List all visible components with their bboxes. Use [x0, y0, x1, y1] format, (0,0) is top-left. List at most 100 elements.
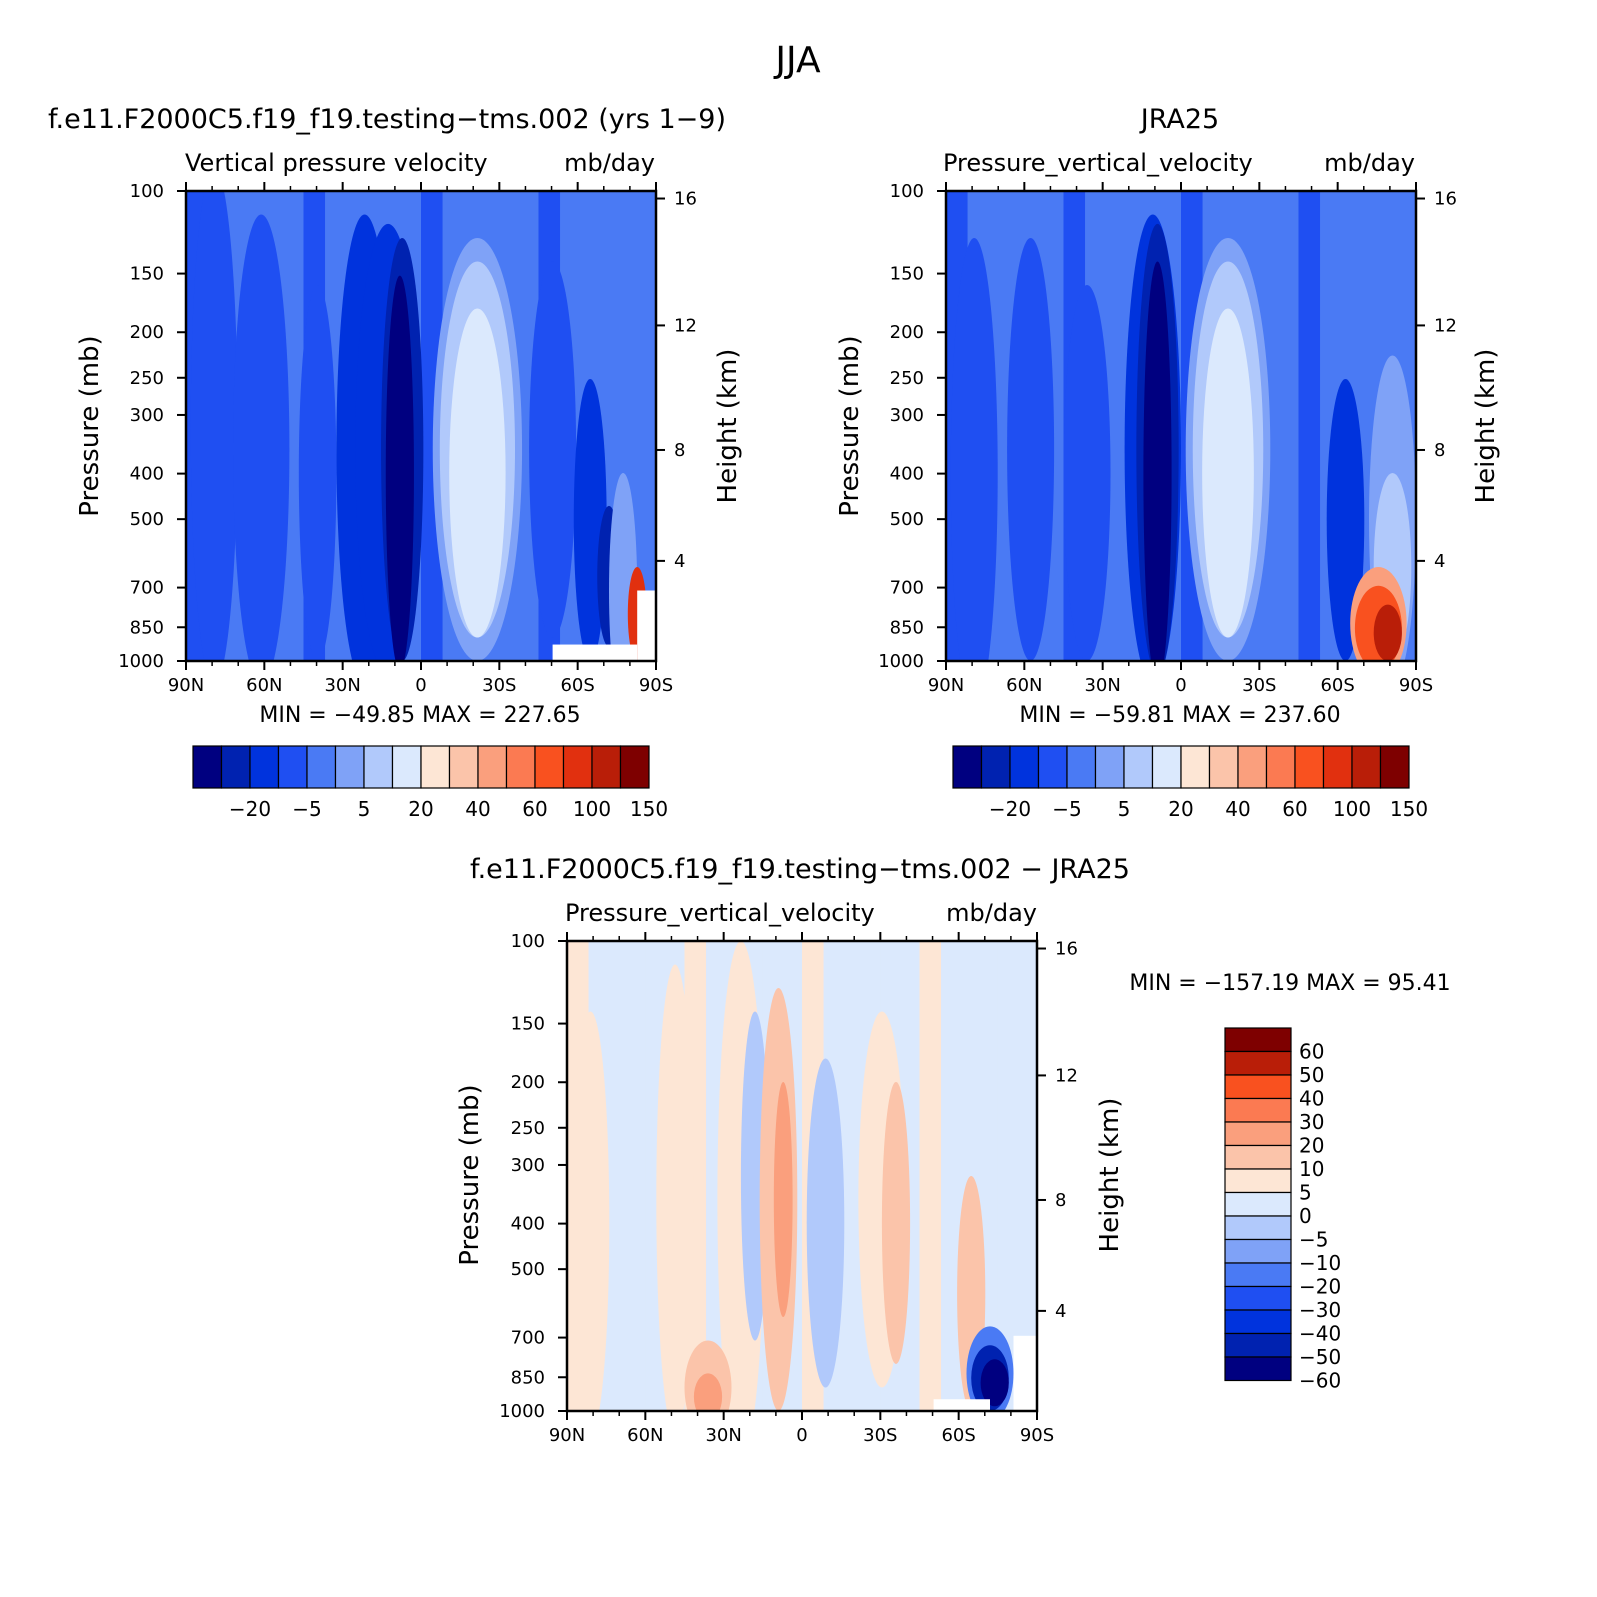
y-tick-label: 250 — [890, 368, 924, 389]
colorbar-label: 100 — [573, 797, 611, 821]
x-tick-label: 90S — [1020, 1425, 1054, 1446]
field-contour — [571, 1011, 610, 1411]
colorbar-box — [1208, 745, 1239, 789]
colorbar-label: 40 — [465, 797, 490, 821]
field-contour — [656, 964, 694, 1411]
colorbar-label: 20 — [1168, 797, 1193, 821]
x-tick-label: 60N — [627, 1425, 663, 1446]
colorbar-box — [1009, 745, 1040, 789]
x-tick-label: 90S — [639, 675, 673, 696]
field-band — [841, 941, 863, 1411]
x-tick-label: 0 — [796, 1425, 807, 1446]
field-missing — [637, 590, 656, 661]
y-tick-label: 850 — [130, 617, 164, 638]
colorbar-label: 40 — [1299, 1087, 1324, 1111]
colorbar-label: 60 — [1282, 797, 1307, 821]
colorbar-box — [1151, 745, 1182, 789]
colorbar-label: −40 — [1299, 1322, 1341, 1346]
colorbar-box — [1224, 1097, 1292, 1123]
colorbar-box — [1224, 1074, 1292, 1100]
x-tick-label: 90N — [168, 675, 204, 696]
x-tick-label: 0 — [1175, 675, 1186, 696]
y-tick-label: 400 — [130, 464, 164, 485]
panel3-stats: MIN = −157.19 MAX = 95.41 — [1129, 971, 1450, 996]
colorbar-label: 20 — [408, 797, 433, 821]
field-contour — [1007, 238, 1055, 661]
y-tick-label: 700 — [130, 578, 164, 599]
colorbar-label: 40 — [1225, 797, 1250, 821]
panel1-field — [186, 191, 656, 661]
colorbar-label: 5 — [358, 797, 371, 821]
y-tick-label: 700 — [511, 1328, 545, 1349]
colorbar-box — [1224, 1332, 1292, 1358]
field-band — [606, 941, 628, 1411]
panel1-stats: MIN = −49.85 MAX = 227.65 — [259, 703, 580, 728]
colorbar-label: −20 — [1299, 1275, 1341, 1299]
y2-tick-label: 12 — [674, 315, 697, 336]
colorbar-box — [1224, 1191, 1292, 1217]
field-layer — [946, 191, 1416, 661]
y-tick-label: 250 — [511, 1118, 545, 1139]
panel1-y2label: Height (km) — [713, 349, 743, 504]
panel2-stats: MIN = −59.81 MAX = 237.60 — [1019, 703, 1340, 728]
colorbar-box — [420, 745, 451, 789]
y-tick-label: 1000 — [499, 1401, 545, 1422]
x-tick-label: 30N — [324, 675, 360, 696]
colorbar-box — [1224, 1238, 1292, 1264]
y-tick-label: 150 — [890, 264, 924, 285]
field-contour — [773, 1082, 793, 1317]
colorbar-box — [1237, 745, 1268, 789]
field-contour — [881, 1082, 911, 1364]
colorbar-label: 5 — [1118, 797, 1131, 821]
colorbar-box — [192, 745, 223, 789]
panel3-subtitle-left: Pressure_vertical_velocity — [565, 899, 875, 927]
colorbar-box — [1094, 745, 1125, 789]
field-band — [919, 941, 942, 1411]
colorbar-box — [505, 745, 536, 789]
colorbar-box — [1224, 1285, 1292, 1311]
y2-tick-label: 8 — [1055, 1190, 1066, 1211]
colorbar-box — [1066, 745, 1097, 789]
colorbar-label: 150 — [1390, 797, 1428, 821]
colorbar-box — [1037, 745, 1068, 789]
y2-tick-label: 4 — [674, 551, 685, 572]
colorbar-box — [1224, 1121, 1292, 1147]
field-contour — [1143, 261, 1172, 661]
colorbar-box — [1224, 1356, 1292, 1382]
colorbar-box — [1294, 745, 1325, 789]
colorbar-box — [306, 745, 337, 789]
colorbar-label: 100 — [1333, 797, 1371, 821]
y2-tick-label: 16 — [674, 189, 697, 210]
y-tick-label: 850 — [511, 1367, 545, 1388]
field-contour — [1202, 308, 1254, 638]
x-tick-label: 60N — [1006, 675, 1042, 696]
y-tick-label: 250 — [130, 368, 164, 389]
x-tick-label: 0 — [415, 675, 426, 696]
colorbar-box — [980, 745, 1011, 789]
panel3-axes: 100 150 200 250 300 400 500 700 850 1000 16 12 8 4 90N… — [499, 931, 1078, 1446]
panel1-subtitle-right: mb/day — [564, 149, 655, 177]
colorbar-box — [1322, 745, 1353, 789]
field-missing — [1013, 1335, 1037, 1411]
colorbar-box — [1351, 745, 1382, 789]
y-tick-label: 150 — [511, 1014, 545, 1035]
field-contour — [693, 1373, 723, 1411]
colorbar-label: −20 — [229, 797, 271, 821]
y2-tick-label: 12 — [1434, 315, 1457, 336]
y-tick-label: 400 — [890, 464, 924, 485]
y-tick-label: 300 — [511, 1155, 545, 1176]
colorbar-box — [391, 745, 422, 789]
y-tick-label: 400 — [511, 1214, 545, 1235]
panel1-colorbar: −20 −5 5 20 40 60 100 150 — [192, 745, 668, 821]
colorbar-label: 20 — [1299, 1134, 1324, 1158]
colorbar-box — [1224, 1168, 1292, 1194]
field-missing — [552, 644, 638, 661]
field-contour — [950, 238, 998, 661]
x-tick-label: 30N — [1084, 675, 1120, 696]
field-contour — [529, 261, 577, 638]
field-layer — [567, 941, 1037, 1411]
field-band — [421, 191, 443, 661]
colorbar-box — [363, 745, 394, 789]
